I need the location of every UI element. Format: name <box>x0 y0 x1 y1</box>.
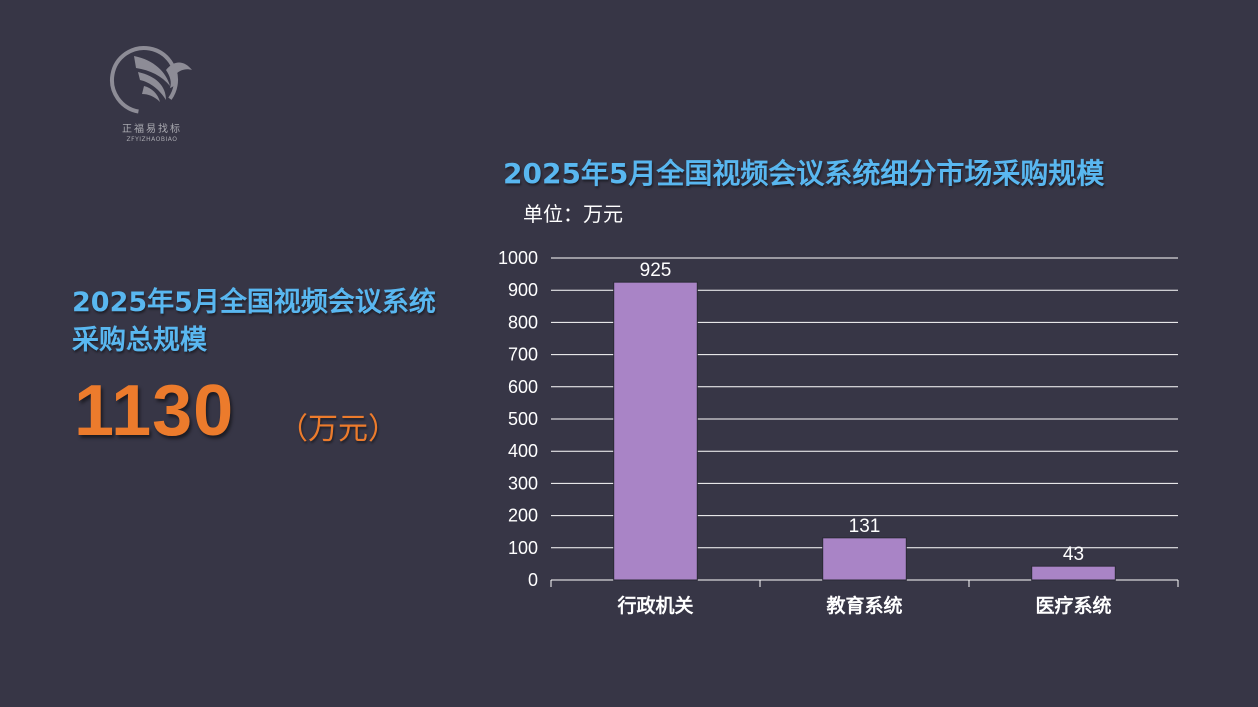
y-tick-label: 0 <box>528 570 538 590</box>
y-tick-label: 500 <box>508 409 538 429</box>
x-tick-label: 行政机关 <box>616 594 693 617</box>
brand-logo: 正福易找标 ZFYIZHAOBIAO <box>104 42 200 146</box>
y-tick-label: 600 <box>508 377 538 397</box>
y-tick-label: 400 <box>508 441 538 461</box>
y-tick-label: 200 <box>508 506 538 526</box>
y-tick-label: 900 <box>508 280 538 300</box>
x-tick-label: 教育系统 <box>826 594 902 617</box>
summary-unit: （万元） <box>278 412 398 447</box>
data-label: 925 <box>640 260 672 281</box>
data-label: 43 <box>1063 544 1084 565</box>
summary-title: 2025年5月全国视频会议系统采购总规模 <box>72 287 436 356</box>
x-tick-label: 医疗系统 <box>1035 594 1111 617</box>
y-tick-label: 100 <box>508 538 538 558</box>
eagle-circle-logo-icon <box>110 46 192 114</box>
y-tick-label: 700 <box>508 345 538 365</box>
chart-unit-label: 单位：万元 <box>523 202 623 226</box>
bar <box>1031 565 1116 581</box>
logo-text-en: ZFYIZHAOBIAO <box>126 136 178 143</box>
y-tick-label: 800 <box>508 312 538 332</box>
bar <box>822 537 907 581</box>
summary-value: 1130 <box>74 371 235 451</box>
chart-title: 2025年5月全国视频会议系统细分市场采购规模 <box>503 157 1105 190</box>
logo-text-cn: 正福易找标 <box>122 124 182 135</box>
bar <box>613 281 698 581</box>
y-tick-label: 1000 <box>498 248 538 268</box>
data-label: 131 <box>849 516 881 537</box>
y-tick-label: 300 <box>508 473 538 493</box>
